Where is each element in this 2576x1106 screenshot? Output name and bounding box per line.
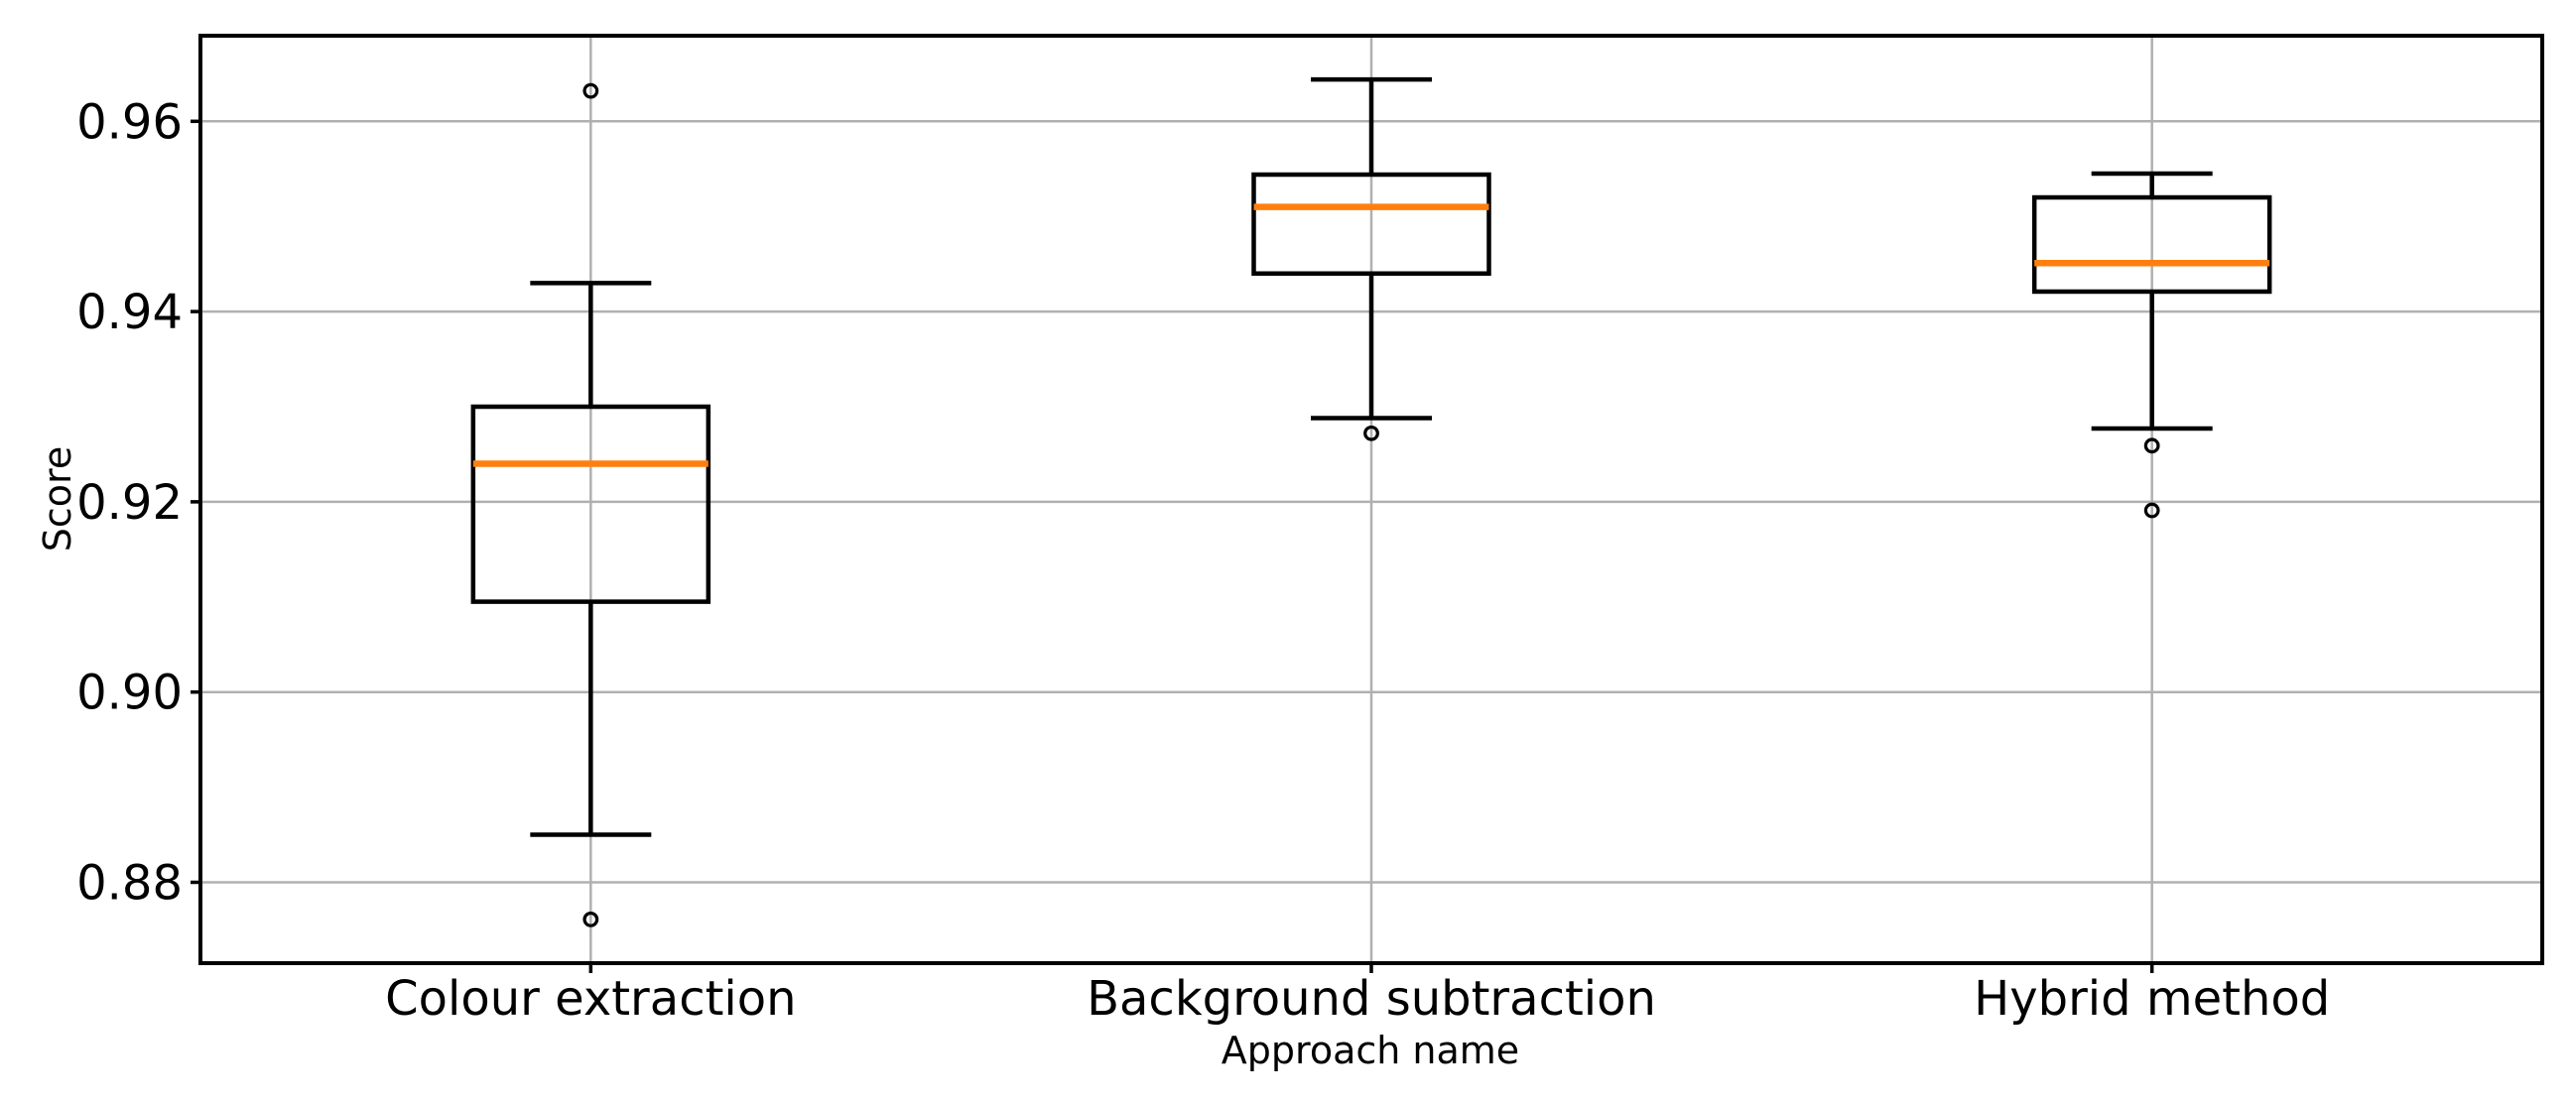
outlier-marker: [2143, 437, 2160, 454]
y-tick-label: 0.96: [76, 94, 183, 150]
box-iqr: [2031, 194, 2272, 295]
y-tick-label: 0.94: [76, 285, 183, 340]
box-iqr: [470, 404, 711, 604]
y-axis-label: Score: [36, 445, 79, 553]
y-tick-label: 0.90: [76, 666, 183, 721]
x-tick-label: Colour extraction: [385, 971, 796, 1027]
x-tick-label: Background subtraction: [1087, 971, 1656, 1027]
x-tick-label: Hybrid method: [1974, 971, 2330, 1027]
outlier-marker: [582, 82, 599, 99]
y-tick-label: 0.88: [76, 855, 183, 911]
plot-border: [198, 34, 2544, 965]
x-axis-label: Approach name: [1221, 1029, 1520, 1072]
outlier-marker: [582, 911, 599, 927]
outlier-marker: [1363, 425, 1379, 441]
box-iqr: [1251, 172, 1491, 276]
y-tick-label: 0.92: [76, 475, 183, 531]
outlier-marker: [2143, 502, 2160, 519]
